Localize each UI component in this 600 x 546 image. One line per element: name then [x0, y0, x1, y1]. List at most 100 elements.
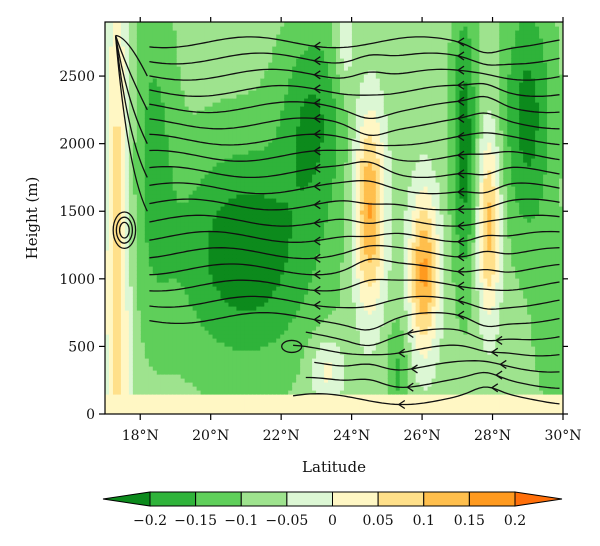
heatmap-cell — [204, 182, 210, 187]
heatmap-cell — [268, 254, 273, 259]
heatmap-cell — [232, 326, 238, 331]
heatmap-cell — [224, 194, 230, 199]
heatmap-cell — [304, 390, 309, 395]
heatmap-cell — [220, 226, 226, 231]
heatmap-cell — [256, 366, 261, 371]
heatmap-cell — [140, 278, 146, 283]
heatmap-cell — [276, 110, 281, 115]
heatmap-cell — [192, 138, 198, 143]
heatmap-cell — [208, 338, 214, 343]
heatmap-cell — [128, 358, 134, 363]
heatmap-cell — [268, 378, 273, 383]
heatmap-cell — [260, 282, 265, 287]
heatmap-cell — [140, 154, 146, 159]
heatmap-cell — [196, 210, 202, 215]
heatmap-cell — [108, 254, 114, 259]
heatmap-cell — [228, 118, 234, 123]
heatmap-cell — [188, 118, 194, 123]
heatmap-cell — [212, 254, 218, 259]
heatmap-cell — [172, 178, 178, 183]
heatmap-cell — [276, 358, 281, 363]
heatmap-cell — [240, 250, 245, 255]
heatmap-cell — [112, 286, 118, 291]
heatmap-cell — [296, 338, 301, 343]
heatmap-cell — [148, 230, 154, 235]
heatmap-cell — [116, 258, 122, 263]
heatmap-cell — [276, 94, 281, 99]
heatmap-cell — [292, 246, 297, 251]
heatmap-cell — [240, 358, 245, 363]
heatmap-cell — [280, 98, 285, 103]
heatmap-cell — [136, 254, 142, 259]
heatmap-cell — [116, 254, 122, 259]
heatmap-cell — [192, 314, 198, 319]
heatmap-cell — [260, 306, 265, 311]
heatmap-cell — [272, 150, 277, 155]
heatmap-cell — [136, 386, 142, 391]
heatmap-cell — [172, 114, 178, 119]
heatmap-cell — [288, 138, 293, 143]
heatmap-cell — [228, 390, 234, 395]
heatmap-cell — [300, 190, 305, 195]
heatmap-cell — [192, 370, 198, 375]
heatmap-cell — [112, 194, 118, 199]
heatmap-cell — [105, 34, 110, 39]
heatmap-cell — [108, 314, 114, 319]
heatmap-cell — [272, 178, 277, 183]
heatmap-cell — [105, 78, 110, 83]
heatmap-cell — [296, 318, 301, 323]
heatmap-cell — [216, 378, 222, 383]
heatmap-cell — [228, 330, 234, 335]
heatmap-cell — [156, 98, 162, 103]
heatmap-cell — [132, 398, 138, 403]
heatmap-cell — [240, 114, 245, 119]
heatmap-cell — [156, 398, 162, 403]
heatmap-cell — [128, 346, 134, 351]
heatmap-cell — [176, 74, 182, 79]
heatmap-cell — [300, 390, 305, 395]
heatmap-cell — [108, 366, 114, 371]
heatmap-cell — [156, 122, 162, 127]
heatmap-cell — [296, 102, 301, 107]
heatmap-cell — [168, 30, 174, 35]
heatmap-cell — [268, 66, 273, 71]
heatmap-cell — [152, 106, 158, 111]
heatmap-cell — [124, 82, 130, 87]
heatmap-cell — [112, 86, 118, 91]
heatmap-cell — [105, 114, 110, 119]
heatmap-cell — [272, 286, 277, 291]
heatmap-cell — [224, 346, 230, 351]
heatmap-cell — [172, 374, 178, 379]
heatmap-cell — [288, 98, 293, 103]
heatmap-cell — [220, 154, 226, 159]
heatmap-cell — [288, 150, 293, 155]
heatmap-cell — [105, 282, 110, 287]
heatmap-cell — [168, 298, 174, 303]
heatmap-cell — [152, 326, 158, 331]
heatmap-cell — [184, 390, 190, 395]
heatmap-cell — [256, 142, 261, 147]
heatmap-cell — [256, 98, 261, 103]
heatmap-cell — [256, 178, 261, 183]
heatmap-cell — [268, 94, 273, 99]
heatmap-cell — [240, 126, 245, 131]
heatmap-cell — [148, 278, 154, 283]
heatmap-cell — [228, 302, 234, 307]
heatmap-cell — [292, 294, 297, 299]
heatmap-cell — [296, 254, 301, 259]
heatmap-cell — [224, 322, 230, 327]
heatmap-cell — [156, 402, 162, 407]
heatmap-cell — [196, 374, 202, 379]
heatmap-cell — [128, 98, 134, 103]
heatmap-cell — [164, 394, 170, 399]
heatmap-cell — [280, 378, 285, 383]
heatmap-cell — [296, 42, 301, 47]
heatmap-cell — [296, 146, 301, 151]
heatmap-cell — [276, 202, 281, 207]
heatmap-cell — [184, 66, 190, 71]
heatmap-cell — [264, 46, 269, 51]
heatmap-cell — [192, 166, 198, 171]
heatmap-cell — [228, 386, 234, 391]
heatmap-cell — [220, 234, 226, 239]
